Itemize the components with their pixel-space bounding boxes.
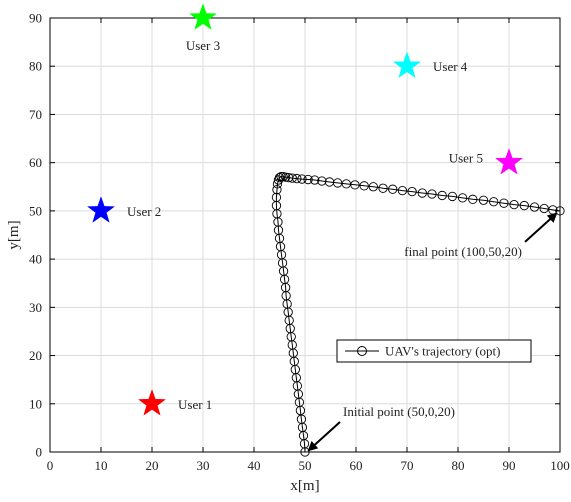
trajectory-point (368, 182, 378, 192)
y-tick-label: 90 (29, 11, 42, 26)
y-tick-label: 70 (29, 107, 42, 122)
trajectory-markers (271, 172, 565, 457)
trajectory-line (275, 176, 561, 453)
x-axis-label: x[m] (290, 478, 319, 494)
x-tick-label: 70 (401, 458, 414, 473)
trajectory-point (509, 199, 519, 210)
trajectory-point (272, 179, 283, 189)
user-star-icon (137, 389, 167, 416)
x-tick-label: 90 (503, 458, 516, 473)
trajectory-point (529, 202, 540, 212)
y-axis-label: y[m] (6, 220, 22, 249)
x-tick-label: 20 (146, 458, 159, 473)
trajectory-point (489, 197, 499, 207)
legend-label: UAV's trajectory (opt) (385, 344, 500, 359)
y-tick-label: 80 (29, 59, 42, 74)
user-star-icon (188, 3, 218, 30)
user-label: User 3 (186, 38, 220, 53)
y-tick-label: 60 (29, 155, 42, 170)
trajectory-point (555, 206, 565, 216)
trajectory-point (407, 186, 417, 197)
trajectory-point (447, 191, 458, 202)
y-tick-labels: 0 10 20 30 40 50 60 70 80 90 (29, 11, 42, 460)
trajectory-point (280, 172, 291, 182)
user-label: User 4 (433, 59, 468, 74)
legend-box (336, 339, 532, 363)
trajectory-point (417, 188, 427, 198)
y-tick-label: 20 (29, 348, 42, 363)
x-tick-labels: 0 10 20 30 40 50 60 70 80 90 100 (47, 458, 570, 473)
trajectory-point (378, 183, 388, 193)
trajectory-point (274, 172, 285, 183)
annotation-initial-point: Initial point (50,0,20) (343, 404, 455, 419)
user-label: User 5 (449, 151, 483, 166)
y-tick-label: 30 (29, 300, 42, 315)
trajectory-point (297, 174, 307, 184)
grid (49, 17, 561, 453)
user-star-icon (86, 196, 116, 223)
trajectory-point (272, 185, 282, 195)
trajectory-point (499, 198, 509, 208)
user-label: User 2 (127, 204, 161, 219)
x-tick-label: 30 (197, 458, 210, 473)
x-tick-label: 50 (299, 458, 312, 473)
x-tick-label: 80 (452, 458, 465, 473)
user-markers: User 1 User 2 User 3 User 4 User 5 (86, 3, 524, 416)
trajectory-point (359, 181, 369, 191)
y-tick-label: 50 (29, 203, 42, 218)
trajectory-point (303, 174, 313, 185)
y-tick-label: 0 (36, 445, 43, 460)
user-label: User 1 (178, 397, 212, 412)
annotation-arrow (524, 212, 558, 243)
x-tick-label: 60 (350, 458, 363, 473)
trajectory-point (457, 193, 468, 203)
trajectory-point (478, 195, 489, 205)
x-tick-label: 0 (47, 458, 54, 473)
trajectory-point (317, 176, 327, 186)
trajectory-point (350, 180, 360, 190)
legend-marker-sample (357, 346, 367, 356)
trajectory-point (519, 200, 529, 211)
trajectory-point (539, 203, 549, 214)
annotation-arrow (307, 421, 341, 452)
user-star-icon (392, 51, 422, 79)
trajectory-point (427, 189, 437, 199)
annotations: Initial point (50,0,20) final point (100,… (307, 212, 558, 452)
tick-marks (49, 17, 561, 453)
trajectory-point (271, 192, 282, 203)
trajectory-point (276, 172, 286, 182)
trajectory-point (468, 194, 478, 204)
user-star-icon (494, 147, 524, 175)
y-tick-label: 10 (29, 396, 42, 411)
trajectory-point (287, 173, 297, 183)
x-tick-label: 100 (550, 458, 570, 473)
annotation-final-point: final point (100,50,20) (404, 244, 522, 259)
y-tick-label: 40 (29, 252, 42, 267)
x-tick-label: 10 (95, 458, 108, 473)
trajectory-point (437, 190, 447, 201)
trajectory-point (388, 184, 398, 194)
trajectory-point (397, 185, 408, 196)
x-tick-label: 40 (248, 458, 261, 473)
legend: UAV's trajectory (opt) (336, 339, 532, 363)
trajectory-point (292, 173, 302, 184)
trajectory-point (310, 175, 320, 185)
